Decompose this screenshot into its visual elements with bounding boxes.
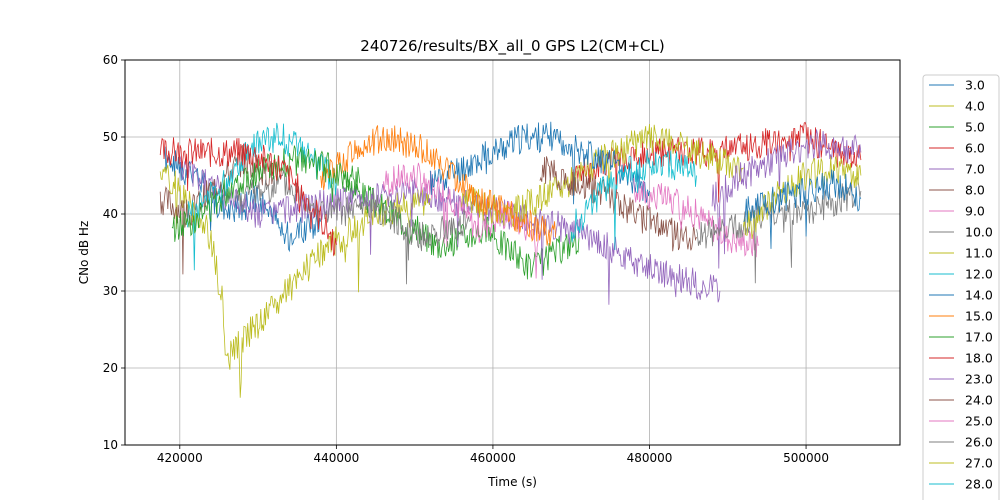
legend-label: 4.0 xyxy=(965,99,985,114)
x-tick-label: 460000 xyxy=(470,451,516,465)
series-line xyxy=(159,164,431,398)
x-axis-label: Time (s) xyxy=(487,475,537,489)
series-line xyxy=(429,121,650,205)
plot-frame xyxy=(124,59,901,446)
legend-label: 29.0 xyxy=(965,498,993,500)
x-tick-label: 480000 xyxy=(627,451,673,465)
y-tick-label: 30 xyxy=(103,284,118,298)
series-line xyxy=(461,123,744,228)
x-tick-label: 420000 xyxy=(157,451,203,465)
x-tick-label: 500000 xyxy=(783,451,829,465)
legend-label: 14.0 xyxy=(965,288,993,303)
x-axis-ticks: 420000 440000 460000 480000 500000 xyxy=(157,445,829,465)
legend-label: 5.0 xyxy=(965,120,985,135)
series-line xyxy=(163,146,322,253)
series-line xyxy=(159,137,337,257)
y-tick-label: 40 xyxy=(103,207,118,221)
legend-label: 26.0 xyxy=(965,435,993,450)
legend-label: 15.0 xyxy=(965,309,993,324)
series-line xyxy=(743,169,862,249)
series-layer xyxy=(159,121,862,398)
legend-label: 8.0 xyxy=(965,183,985,198)
y-tick-label: 50 xyxy=(103,130,118,144)
series-line xyxy=(320,125,556,246)
series-line xyxy=(539,156,697,252)
legend-label: 25.0 xyxy=(965,414,993,429)
legend-entries: 3.0 4.0 5.0 6.0 7.0 8.0 9.0 10.0 11.0 12.0 14.0 15.… xyxy=(929,78,993,500)
plot-area xyxy=(125,60,900,445)
legend-label: 24.0 xyxy=(965,393,993,408)
legend-label: 7.0 xyxy=(965,162,985,177)
series-line xyxy=(179,155,721,305)
legend-label: 18.0 xyxy=(965,351,993,366)
legend-label: 11.0 xyxy=(965,246,993,261)
series-line xyxy=(234,170,470,285)
legend-label: 17.0 xyxy=(965,330,993,345)
legend-box xyxy=(922,74,1000,500)
x-tick-label: 440000 xyxy=(313,451,359,465)
series-line xyxy=(343,179,580,280)
legend-label: 27.0 xyxy=(965,456,993,471)
series-line xyxy=(171,145,361,242)
series-line xyxy=(743,156,862,239)
y-tick-label: 20 xyxy=(103,361,118,375)
series-line xyxy=(711,129,862,269)
legend-label: 10.0 xyxy=(965,225,993,240)
legend: 3.0 4.0 5.0 6.0 7.0 8.0 9.0 10.0 11.0 12.0 14.0 15.… xyxy=(922,74,1000,500)
legend-label: 6.0 xyxy=(965,141,985,156)
legend-label: 28.0 xyxy=(965,477,993,492)
legend-label: 12.0 xyxy=(965,267,993,282)
legend-label: 3.0 xyxy=(965,78,985,93)
legend-label: 9.0 xyxy=(965,204,985,219)
y-tick-label: 10 xyxy=(103,438,118,452)
legend-label: 23.0 xyxy=(965,372,993,387)
series-line xyxy=(633,177,760,258)
y-axis-label: CNo dB Hz xyxy=(77,221,91,285)
chart-title: 240726/results/BX_all_0 GPS L2(CM+CL) xyxy=(360,37,664,56)
series-line xyxy=(187,122,337,271)
series-line xyxy=(570,149,697,250)
y-tick-label: 60 xyxy=(103,53,118,67)
y-axis-ticks: 10 20 30 40 50 60 xyxy=(103,53,125,452)
